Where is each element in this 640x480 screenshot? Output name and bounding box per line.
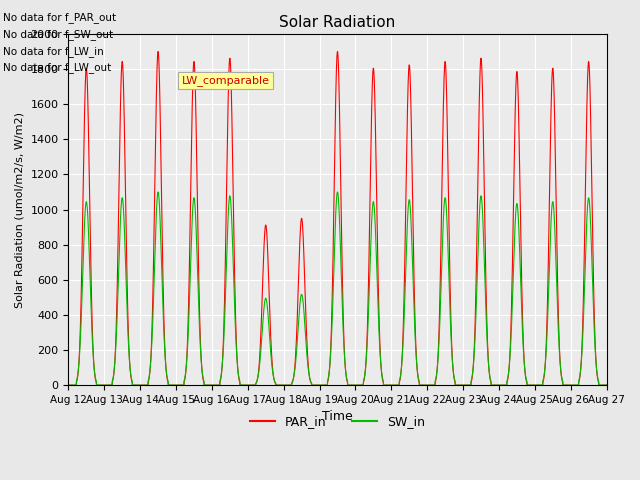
PAR_in [65,382,72,388]
SW_in [469,368,477,373]
Text: LW_comparable: LW_comparable [181,75,269,86]
SW_in [497,382,505,388]
Text: No data for f_PAR_out: No data for f_PAR_out [3,12,116,23]
SW_in [504,372,512,378]
Text: No data for f_SW_out: No data for f_SW_out [3,29,113,40]
PAR_in [603,382,611,388]
PAR_in [497,382,505,388]
Y-axis label: Solar Radiation (umol/m2/s, W/m2): Solar Radiation (umol/m2/s, W/m2) [15,111,25,308]
SW_in [93,382,100,388]
Line: PAR_in: PAR_in [68,51,607,385]
Title: Solar Radiation: Solar Radiation [279,15,396,30]
SW_in [484,346,492,351]
SW_in [154,189,162,195]
Legend: PAR_in, SW_in: PAR_in, SW_in [245,410,430,433]
PAR_in [93,382,100,388]
PAR_in [469,368,477,374]
Line: SW_in: SW_in [68,192,607,385]
X-axis label: Time: Time [322,410,353,423]
PAR_in [154,48,162,54]
PAR_in [504,373,512,379]
PAR_in [408,158,416,164]
SW_in [408,243,416,249]
SW_in [65,382,72,388]
Text: No data for f_LW_in: No data for f_LW_in [3,46,104,57]
Text: No data for f_LW_out: No data for f_LW_out [3,62,111,73]
SW_in [603,382,611,388]
PAR_in [484,339,492,345]
